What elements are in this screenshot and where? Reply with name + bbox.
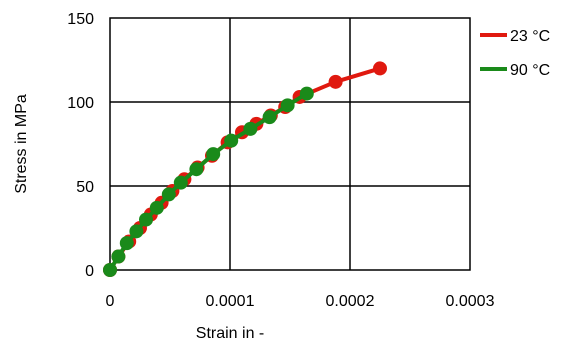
x-tick-label: 0.0003 [446, 293, 495, 310]
legend: 23 °C 90 °C [480, 28, 550, 79]
data-point [139, 212, 153, 227]
data-point [328, 74, 343, 89]
tick-labels: 0 0.0001 0.0002 0.0003 0 50 100 150 [67, 11, 494, 310]
series-0 [103, 61, 387, 277]
series-1 [103, 86, 314, 277]
data-point [103, 263, 117, 277]
y-tick-label: 0 [85, 263, 94, 280]
y-axis-title: Stress in MPa [13, 94, 30, 194]
x-tick-label: 0.0002 [326, 293, 375, 310]
x-axis-title: Strain in - [196, 325, 264, 339]
data-point [119, 236, 134, 251]
legend-label-23c: 23 °C [510, 28, 550, 45]
data-point [280, 98, 295, 113]
x-tick-label: 0.0001 [206, 293, 255, 310]
y-tick-label: 150 [67, 11, 94, 28]
data-point [189, 162, 204, 177]
series-line [108, 91, 308, 272]
data-point [161, 187, 176, 202]
data-series [103, 61, 387, 277]
data-point [111, 249, 126, 264]
series-line [108, 66, 381, 272]
data-point [149, 200, 164, 215]
plot-area-border [109, 17, 471, 271]
data-point [173, 175, 188, 190]
y-tick-label: 50 [76, 179, 94, 196]
grid-lines [110, 18, 470, 270]
data-point [262, 110, 277, 125]
data-point [373, 61, 387, 76]
data-point [243, 121, 258, 136]
axes [109, 17, 471, 271]
y-tick-label: 100 [67, 95, 94, 112]
data-point [224, 133, 239, 148]
data-point [206, 147, 221, 162]
x-tick-label: 0 [106, 293, 115, 310]
legend-label-90c: 90 °C [510, 62, 550, 79]
data-point [299, 86, 314, 101]
data-point [129, 224, 144, 239]
